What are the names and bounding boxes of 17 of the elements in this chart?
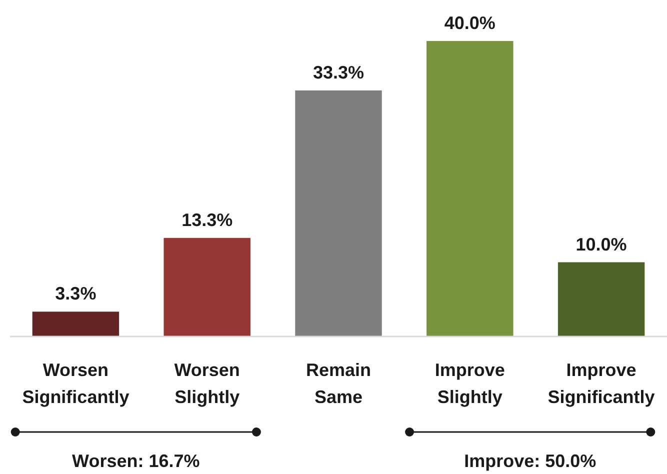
x-tick-label: Remain Same: [306, 360, 372, 407]
data-label: 10.0%: [576, 234, 627, 254]
x-tick-label: Improve Significantly: [548, 360, 655, 407]
bar: [32, 312, 120, 336]
text: Worsen: 16.7%: [72, 451, 200, 471]
data-label: 3.3%: [55, 284, 96, 304]
x-tick-label: Worsen Slightly: [174, 360, 240, 407]
bar: [295, 90, 382, 336]
data-label: 40.0%: [444, 13, 496, 33]
bar: [426, 41, 514, 336]
bar: [164, 238, 250, 336]
bar: [558, 262, 645, 336]
text: Improve: 50.0%: [464, 451, 596, 471]
x-tick-label: Improve Slightly: [434, 360, 505, 407]
x-tick-label: Worsen Significantly: [22, 360, 130, 407]
data-label: 33.3%: [312, 62, 364, 82]
data-label: 13.3%: [182, 210, 233, 230]
